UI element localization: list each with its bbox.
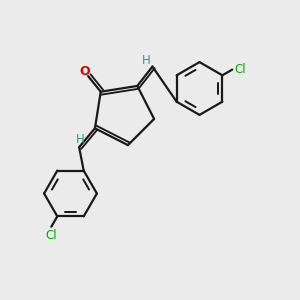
Text: Cl: Cl bbox=[46, 229, 57, 242]
Text: O: O bbox=[79, 65, 90, 78]
Text: Cl: Cl bbox=[235, 63, 246, 76]
Text: H: H bbox=[142, 54, 150, 67]
Text: H: H bbox=[76, 133, 85, 146]
